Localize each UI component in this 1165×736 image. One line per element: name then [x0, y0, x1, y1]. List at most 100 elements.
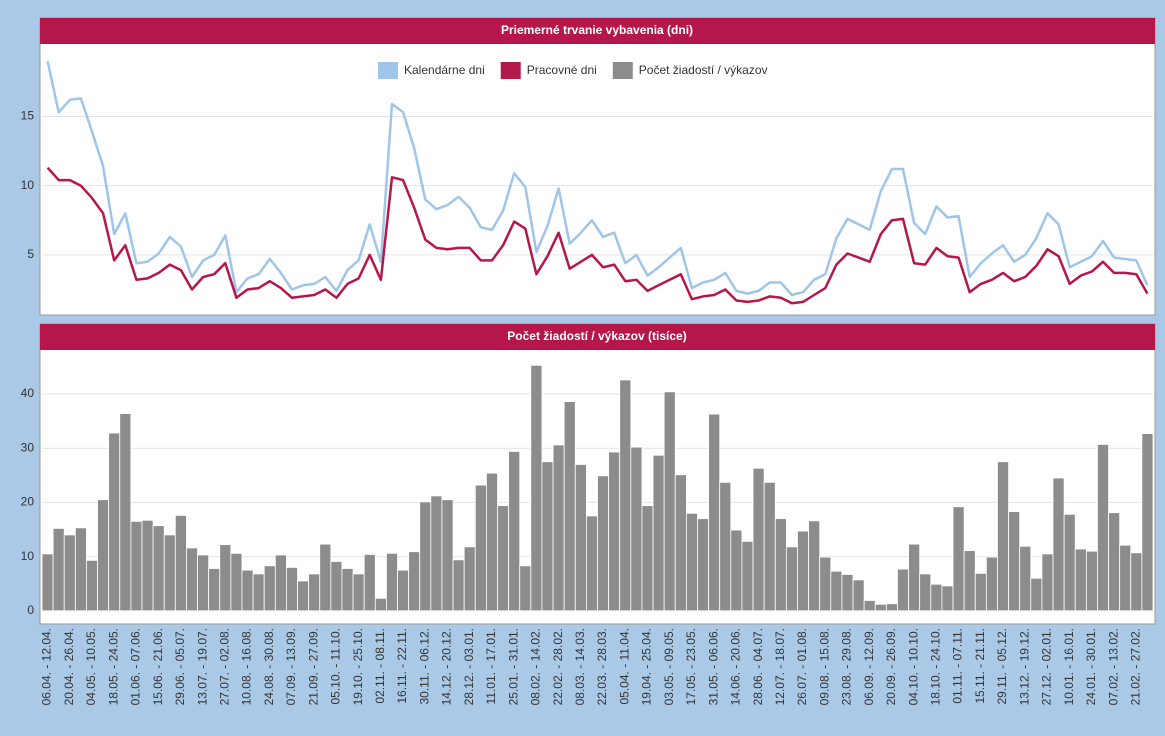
bar — [852, 579, 865, 612]
bar — [330, 561, 343, 612]
bar — [952, 506, 965, 612]
bar — [719, 481, 732, 612]
x-tick-label: 04.10. - 10.10. — [906, 628, 920, 705]
bar — [1119, 544, 1132, 612]
bar — [841, 574, 854, 612]
bar — [585, 515, 598, 612]
x-tick-label: 24.08. - 30.08. — [262, 628, 276, 705]
bar — [608, 451, 621, 612]
line — [46, 60, 1149, 297]
bar — [530, 364, 543, 612]
x-tick-label: 21.02. - 27.02. — [1129, 628, 1143, 705]
y-tick-label: 10 — [21, 549, 35, 563]
x-tick-label: 02.11. - 08.11. — [373, 628, 387, 704]
x-tick-label: 12.07. - 18.07. — [773, 628, 787, 705]
bar — [352, 573, 365, 612]
bar — [186, 547, 198, 612]
x-tick-label: 22.03. - 28.03. — [595, 628, 609, 705]
bar — [985, 556, 998, 612]
bar — [397, 569, 410, 612]
bar — [541, 461, 554, 612]
bar — [652, 454, 665, 612]
bar — [930, 583, 943, 612]
x-tick-label: 04.05. - 10.05. — [84, 628, 98, 705]
panel — [39, 17, 1156, 316]
x-tick-label: 08.03. - 14.03. — [573, 628, 587, 705]
bar — [308, 573, 321, 612]
x-tick-label: 06.09. - 12.09. — [862, 628, 876, 705]
x-tick-label: 09.08. - 15.08. — [817, 628, 831, 705]
bar — [174, 515, 187, 612]
chart-title: Priemerné trvanie vybavenia (dni) — [501, 23, 693, 37]
bar — [286, 567, 298, 612]
x-tick-label: 11.01. - 17.01. — [484, 628, 498, 705]
panel-header — [40, 324, 1155, 350]
bar — [597, 475, 610, 612]
bar — [1108, 512, 1121, 612]
bar — [63, 534, 76, 612]
bar — [685, 512, 698, 612]
bar — [674, 474, 687, 612]
x-tick-label: 01.11. - 07.11. — [951, 628, 965, 704]
y-tick-label: 10 — [21, 178, 35, 192]
bar — [163, 534, 176, 612]
bar — [41, 553, 54, 612]
line — [46, 166, 1149, 305]
x-tick-label: 20.09. - 26.09. — [884, 628, 898, 705]
x-tick-label: 21.09. - 27.09. — [306, 628, 320, 705]
x-tick-label: 10.08. - 16.08. — [240, 628, 254, 705]
bar — [941, 585, 954, 612]
bar — [774, 518, 787, 612]
bar — [797, 530, 809, 612]
x-tick-label: 03.05. - 09.05. — [662, 628, 676, 705]
x-tick-label: 18.05. - 24.05. — [106, 628, 120, 705]
x-tick-label: 06.04. - 12.04. — [40, 628, 54, 705]
bar — [863, 600, 876, 612]
bar — [1074, 548, 1087, 612]
x-tick-label: 23.08. - 29.08. — [840, 628, 854, 705]
x-tick-label: 17.05. - 23.05. — [684, 628, 698, 705]
y-tick-label: 5 — [27, 247, 34, 261]
bar — [1085, 550, 1098, 612]
bar — [419, 501, 432, 612]
bar — [474, 484, 487, 612]
bar — [263, 565, 276, 612]
bar — [519, 565, 532, 612]
bar — [230, 552, 243, 612]
y-tick-label: 30 — [21, 440, 35, 454]
x-tick-label: 05.10. - 11.10. — [329, 628, 343, 705]
x-tick-label: 27.12. - 02.01. — [1040, 628, 1054, 705]
bar — [430, 495, 443, 612]
x-tick-label: 07.02. - 13.02. — [1106, 628, 1120, 705]
bar — [885, 603, 898, 612]
bar — [730, 529, 743, 612]
bar — [563, 401, 576, 612]
x-tick-label: 31.05. - 06.06. — [706, 628, 720, 705]
x-tick-label: 30.11. - 06.12. — [417, 628, 431, 705]
bar — [463, 546, 476, 612]
x-tick-label: 26.07. - 01.08. — [795, 628, 809, 705]
legend-label: Kalendárne dni — [404, 63, 485, 77]
x-tick-label: 13.12. - 19.12. — [1017, 628, 1031, 705]
bar — [274, 554, 287, 612]
y-tick-label: 40 — [21, 386, 35, 400]
x-tick-label: 19.10. - 25.10. — [351, 628, 365, 705]
bar — [119, 413, 132, 612]
x-tick-label: 01.06. - 07.06. — [129, 628, 143, 705]
bar — [1008, 511, 1021, 612]
bar — [219, 544, 232, 612]
x-tick-label: 28.12. - 03.01. — [462, 628, 476, 705]
bar — [74, 527, 87, 612]
bar — [897, 568, 909, 612]
bar — [874, 603, 887, 612]
bar — [1030, 577, 1043, 612]
chart-title: Počet žiadostí / výkazov (tisíce) — [507, 329, 686, 343]
bar — [552, 444, 565, 612]
bar — [741, 541, 754, 612]
bar — [408, 551, 421, 612]
bar — [752, 467, 765, 612]
bar — [808, 520, 821, 612]
y-tick-label: 0 — [27, 603, 34, 617]
